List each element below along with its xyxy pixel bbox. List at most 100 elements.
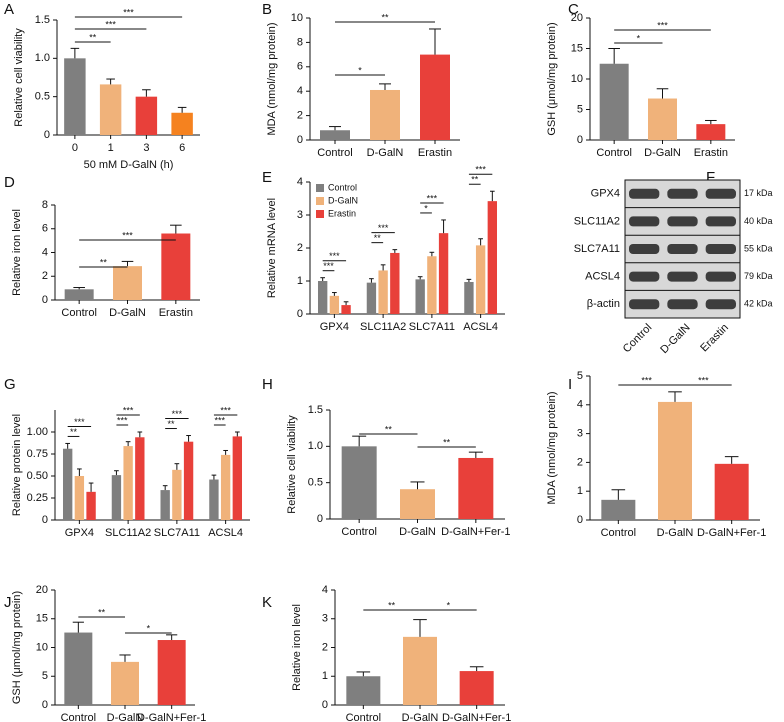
bar [415,279,425,314]
blot-band [667,271,698,282]
x-tick-label: SLC11A2 [105,527,151,539]
significance-label: *** [323,261,334,271]
y-axis-label: Relative iron level [11,209,23,296]
y-tick-label: 1.5 [35,14,50,26]
x-tick-label: Control [346,712,381,722]
panel-letter: C [568,1,579,18]
y-axis-label: Relative protein level [11,414,23,516]
blot-row-label: SLC7A11 [574,243,620,255]
y-tick-label: 0 [577,514,583,526]
bar [438,233,449,314]
bar [658,401,692,520]
bar [74,476,85,520]
blot-lane-label: Control [621,322,655,356]
y-tick-label: 15 [36,613,48,625]
blot-size-label: 55 kDa [744,243,773,253]
significance-label: *** [329,251,340,261]
x-tick-label: ACSL4 [208,527,243,539]
bar [113,266,142,300]
y-tick-label: 5 [577,103,583,115]
blot-band [629,188,660,199]
x-tick-label: Control [601,527,636,539]
significance-label: *** [378,223,389,233]
x-tick-label: D-GalN+Fer-1 [441,526,510,538]
y-tick-label: 0 [577,134,583,146]
blot-band [667,188,698,199]
x-tick-label: Control [341,526,376,538]
significance-label: *** [123,405,134,415]
y-tick-label: 2 [297,242,303,254]
significance-label: *** [215,415,226,425]
x-tick-label: Erastin [159,307,193,319]
bar [64,289,94,300]
bar [86,491,96,520]
bar [475,245,486,314]
y-tick-label: 4 [42,246,48,258]
blot-band [705,271,736,282]
legend-label: D-GalN [328,195,358,205]
bar [157,640,186,705]
legend-label: Erastin [328,208,356,218]
y-axis-label: Relative cell viability [286,415,298,514]
legend-swatch [316,184,324,192]
y-tick-label: 1.0 [35,52,50,64]
x-tick-label: D-GalN [644,147,681,159]
bar [172,469,182,520]
y-tick-label: 2 [322,641,328,653]
significance-label: *** [698,375,709,385]
significance-label: * [637,33,641,43]
significance-label: *** [122,230,133,240]
y-tick-label: 1.0 [308,440,323,452]
y-tick-label: 3 [322,613,328,625]
blot-band [667,216,698,227]
significance-label: * [358,65,362,75]
x-tick-label: D-GalN [107,712,144,722]
blot-size-label: 17 kDa [744,188,773,198]
bar [420,54,450,140]
panel-letter: I [568,376,572,393]
y-axis-label: MDA (nmol/mg protein) [546,391,558,504]
x-tick-label: D-GalN [367,147,404,159]
y-tick-label: 5 [42,670,48,682]
blot-band [705,244,736,254]
legend-swatch [316,197,324,205]
y-tick-label: 0 [42,699,48,711]
bar [99,84,122,135]
significance-label: * [447,600,451,610]
bar [64,58,86,136]
panel-letter: G [4,376,16,393]
y-axis-label: Relative iron level [291,604,303,691]
significance-label: ** [100,257,108,267]
significance-label: ** [374,233,382,243]
x-tick-label: 1 [108,142,114,154]
y-tick-label: 6 [297,61,303,73]
y-tick-label: 0 [297,134,303,146]
y-tick-label: 2 [297,110,303,122]
x-tick-label: GPX4 [65,527,94,539]
x-tick-label: D-GalN [399,526,436,538]
x-tick-label: D-GalN [402,712,439,722]
significance-label: *** [427,193,438,203]
bar [714,463,749,520]
y-tick-label: 10 [571,73,583,85]
bar [209,479,219,520]
panel-letter: F [706,169,715,186]
bar [696,124,726,140]
y-tick-label: 15 [571,42,583,54]
bar [160,490,170,520]
y-axis-label: Relative mRNA level [266,198,278,298]
y-axis-label: GSH (μmol/mg protein) [11,591,23,704]
y-tick-label: 0.25 [27,492,48,504]
y-tick-label: 6 [42,223,48,235]
bar [220,454,231,520]
y-tick-label: 10 [36,641,48,653]
y-tick-label: 10 [291,12,303,24]
blot-size-label: 42 kDa [744,299,773,309]
bar [403,636,437,705]
significance-label: ** [388,600,396,610]
blot-band [629,271,660,282]
blot-band [629,299,660,310]
bar [366,282,377,314]
significance-label: ** [70,427,78,437]
